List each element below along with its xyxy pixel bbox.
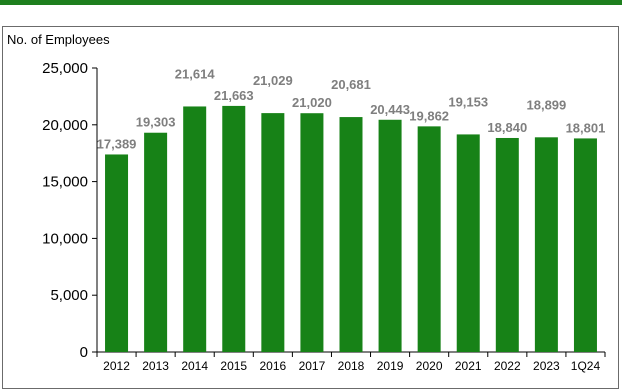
bar [495, 137, 519, 352]
bar [534, 137, 558, 352]
bar [183, 106, 207, 352]
bar [378, 119, 402, 352]
x-tick-label: 2017 [299, 359, 326, 373]
bar [573, 138, 597, 352]
y-tick-label: 25,000 [42, 60, 88, 77]
y-tick-label: 20,000 [42, 117, 88, 134]
data-label: 17,389 [97, 136, 137, 151]
bar [417, 126, 441, 353]
data-label: 19,303 [136, 115, 176, 130]
data-label: 21,614 [175, 66, 216, 81]
data-label: 18,801 [566, 120, 606, 135]
x-tick-label: 2015 [220, 359, 247, 373]
x-tick-label: 1Q24 [571, 359, 601, 373]
data-label: 21,020 [292, 95, 332, 110]
bar [456, 134, 480, 352]
x-tick-label: 2023 [533, 359, 560, 373]
x-tick-label: 2012 [103, 359, 130, 373]
top-accent-rule [0, 0, 622, 5]
data-label: 21,663 [214, 88, 254, 103]
y-axis-unit-label: No. of Employees [7, 32, 110, 47]
x-tick-label: 2016 [259, 359, 286, 373]
data-label: 19,153 [448, 94, 488, 109]
data-label: 20,443 [370, 102, 410, 117]
x-tick-label: 2014 [181, 359, 208, 373]
x-tick-label: 2020 [416, 359, 443, 373]
data-label: 20,681 [331, 77, 371, 92]
chart-frame [2, 26, 619, 389]
bar [261, 113, 285, 352]
x-tick-label: 2018 [338, 359, 365, 373]
y-tick-label: 5,000 [50, 287, 88, 304]
bar [222, 105, 246, 352]
y-tick-label: 15,000 [42, 174, 88, 191]
y-tick-label: 0 [80, 344, 88, 361]
data-label: 18,840 [487, 120, 527, 135]
data-label: 18,899 [527, 97, 567, 112]
data-label: 19,862 [409, 108, 449, 123]
data-label: 21,029 [253, 73, 293, 88]
x-tick-label: 2013 [142, 359, 169, 373]
bar [339, 117, 363, 352]
x-tick-label: 2021 [455, 359, 482, 373]
bar [300, 113, 324, 352]
x-tick-label: 2022 [494, 359, 521, 373]
bar [144, 132, 168, 352]
y-tick-label: 10,000 [42, 230, 88, 247]
x-tick-label: 2019 [377, 359, 404, 373]
bar [105, 154, 129, 352]
